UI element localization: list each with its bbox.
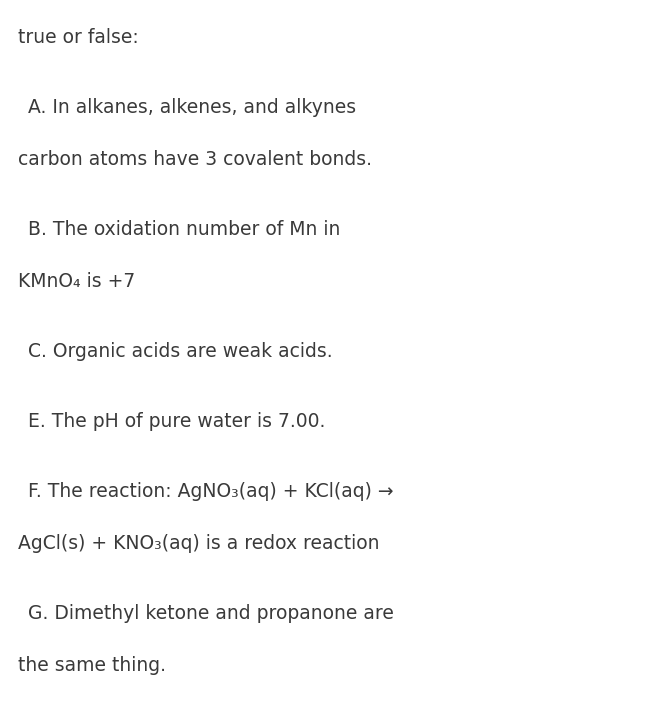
Text: E. The pH of pure water is 7.00.: E. The pH of pure water is 7.00.	[28, 412, 325, 431]
Text: G. Dimethyl ketone and propanone are: G. Dimethyl ketone and propanone are	[28, 604, 394, 623]
Text: the same thing.: the same thing.	[18, 656, 166, 675]
Text: true or false:: true or false:	[18, 28, 139, 47]
Text: AgCl(s) + KNO₃(aq) is a redox reaction: AgCl(s) + KNO₃(aq) is a redox reaction	[18, 534, 380, 553]
Text: carbon atoms have 3 covalent bonds.: carbon atoms have 3 covalent bonds.	[18, 150, 372, 169]
Text: F. The reaction: AgNO₃(aq) + KCl(aq) →: F. The reaction: AgNO₃(aq) + KCl(aq) →	[28, 482, 393, 501]
Text: C. Organic acids are weak acids.: C. Organic acids are weak acids.	[28, 342, 332, 361]
Text: B. The oxidation number of Mn in: B. The oxidation number of Mn in	[28, 221, 340, 239]
Text: A. In alkanes, alkenes, and alkynes: A. In alkanes, alkenes, and alkynes	[28, 98, 356, 117]
Text: KMnO₄ is +7: KMnO₄ is +7	[18, 272, 135, 291]
